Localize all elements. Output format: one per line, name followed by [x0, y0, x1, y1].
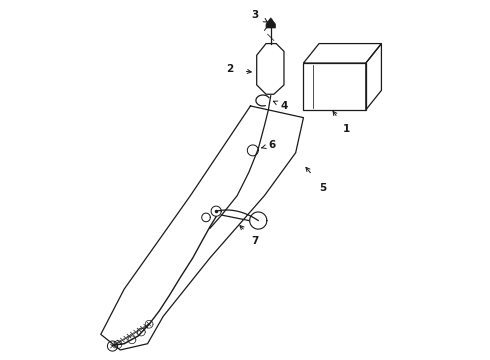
- Text: 2: 2: [226, 64, 233, 74]
- Text: 5: 5: [319, 183, 326, 193]
- Text: 1: 1: [343, 124, 350, 134]
- Polygon shape: [266, 18, 275, 28]
- Text: 7: 7: [251, 236, 259, 246]
- Text: 3: 3: [251, 10, 259, 20]
- Text: 4: 4: [280, 101, 288, 111]
- Text: 6: 6: [269, 140, 276, 150]
